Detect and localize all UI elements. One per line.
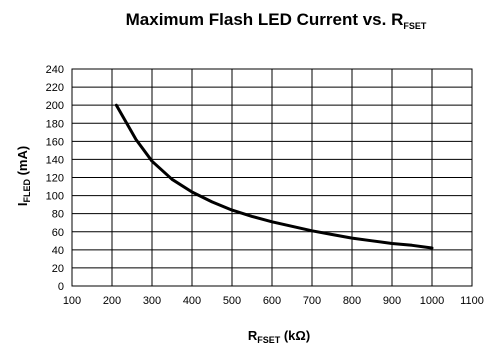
x-tick-label: 100 — [63, 295, 81, 307]
y-tick-label: 160 — [46, 136, 64, 148]
y-tick-label: 140 — [46, 154, 64, 166]
chart-title: Maximum Flash LED Current vs. RFSET — [126, 10, 427, 31]
y-tick-label: 180 — [46, 118, 64, 130]
y-axis-label-sub: FLED — [22, 179, 32, 203]
plot-frame — [71, 68, 473, 287]
y-tick-label: 200 — [46, 100, 64, 112]
y-axis-label-main: I — [15, 203, 30, 207]
chart-title-sub: FSET — [403, 21, 427, 31]
x-axis-label-sub: FSET — [257, 335, 281, 345]
x-axis-label-suffix: (kΩ) — [280, 328, 310, 343]
grid-lines — [71, 68, 473, 287]
y-tick-label: 80 — [52, 209, 64, 221]
x-axis-label-main: R — [248, 328, 258, 343]
x-tick-label: 300 — [143, 295, 161, 307]
y-tick-label: 40 — [52, 245, 64, 257]
y-tick-label: 0 — [58, 281, 64, 293]
y-tick-labels: 0 20 40 60 80 100 120 140 160 180 200 220 240 — [46, 64, 64, 293]
x-tick-label: 1000 — [420, 295, 444, 307]
x-tick-labels: 100 200 300 400 500 600 700 800 900 1000 1100 — [63, 295, 484, 307]
x-axis-label: RFSET (kΩ) — [248, 328, 310, 345]
series-layer — [114, 103, 434, 250]
x-tick-label: 1100 — [460, 295, 484, 307]
y-axis-label: IFLED (mA) — [15, 146, 32, 206]
y-tick-label: 100 — [46, 191, 64, 203]
y-axis-label-suffix: (mA) — [15, 146, 30, 179]
y-tick-label: 120 — [46, 173, 64, 185]
x-tick-label: 900 — [383, 295, 401, 307]
series-line — [114, 103, 434, 250]
y-tick-label: 60 — [52, 227, 64, 239]
y-tick-label: 20 — [52, 263, 64, 275]
y-tick-label: 220 — [46, 82, 64, 94]
chart-title-main: Maximum Flash LED Current vs. R — [126, 10, 404, 29]
x-tick-label: 200 — [103, 295, 121, 307]
x-tick-label: 800 — [343, 295, 361, 307]
x-tick-label: 600 — [263, 295, 281, 307]
x-tick-label: 700 — [303, 295, 321, 307]
x-tick-label: 400 — [183, 295, 201, 307]
x-tick-label: 500 — [223, 295, 241, 307]
y-tick-label: 240 — [46, 64, 64, 76]
